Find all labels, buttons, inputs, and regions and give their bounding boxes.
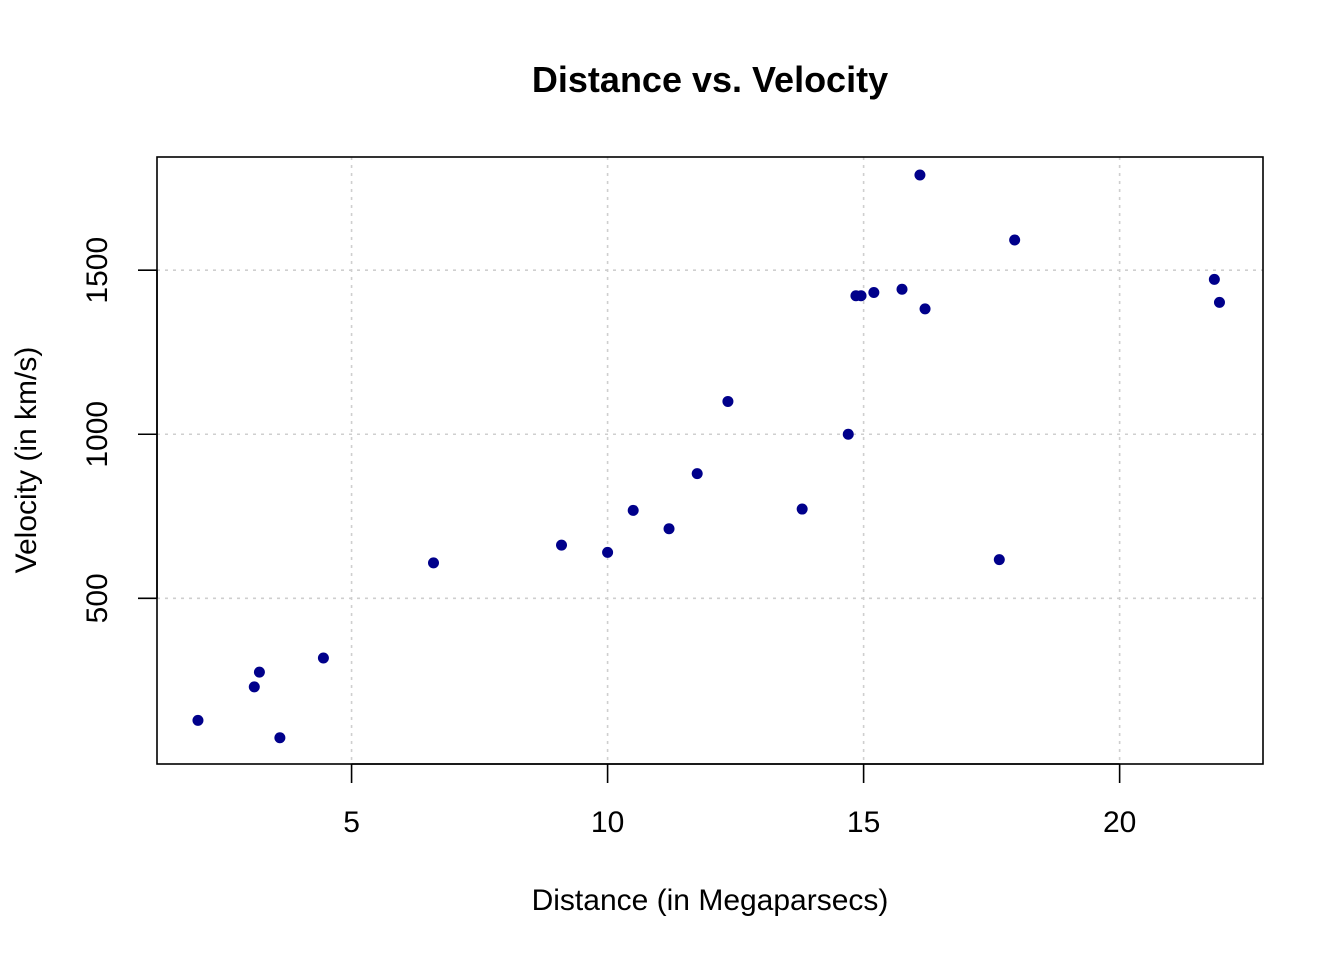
grid [157,157,1263,764]
data-point [919,303,931,315]
x-tick-label: 10 [591,806,624,839]
x-axis-label: Distance (in Megaparsecs) [532,884,889,917]
data-point [993,554,1005,566]
data-point [855,290,867,302]
data-point [914,169,926,181]
data-points [192,169,1225,744]
data-point [842,428,854,440]
y-axis: 500 1000 1500 [81,237,158,623]
x-tick-label: 15 [847,806,880,839]
data-point [627,504,639,516]
y-tick-label: 1500 [81,237,114,304]
data-point [868,287,880,299]
data-point [691,468,703,480]
data-point [1208,273,1220,285]
x-axis: 5 10 15 20 [343,763,1136,839]
data-point [253,666,265,678]
data-point [722,395,734,407]
data-point [556,539,568,551]
x-tick-label: 5 [343,806,360,839]
data-point [274,732,286,744]
data-point [317,652,329,664]
y-tick-label: 500 [81,573,114,623]
data-point [796,503,808,515]
x-tick-label: 20 [1103,806,1136,839]
data-point [602,546,614,558]
data-point [248,681,260,693]
data-point [663,523,675,535]
data-point [428,557,439,569]
y-tick-label: 1000 [81,401,114,468]
y-axis-label: Velocity (in km/s) [10,347,43,574]
data-point [896,283,908,295]
chart-title: Distance vs. Velocity [532,59,888,100]
data-point [1213,296,1225,308]
data-point [1009,234,1021,246]
plot-area [156,156,1264,765]
data-point [192,714,204,726]
